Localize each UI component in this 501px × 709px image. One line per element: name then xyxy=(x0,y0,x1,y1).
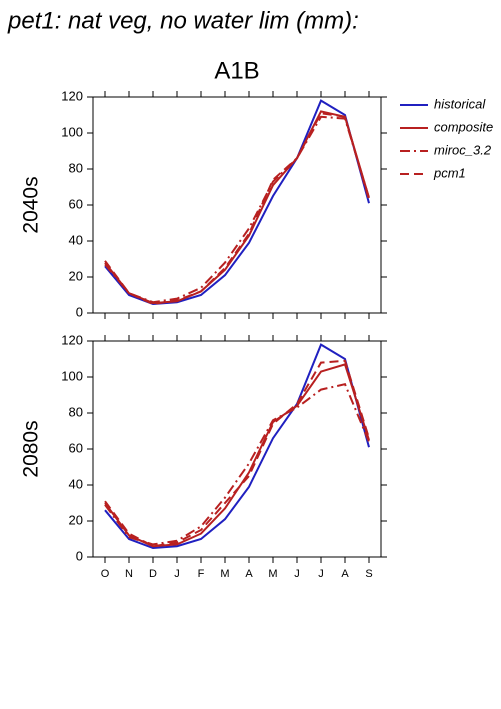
series-line xyxy=(104,99,370,306)
series-line xyxy=(104,343,370,550)
y-tick-label: 40 xyxy=(69,232,83,247)
y-tick-label: 0 xyxy=(76,304,83,319)
y-tick-label: 60 xyxy=(69,440,83,455)
y-tick-label: 40 xyxy=(69,476,83,491)
plot-frame xyxy=(92,96,382,314)
x-tick-label: S xyxy=(365,568,372,580)
y-axis-label: 2040s xyxy=(20,176,43,233)
x-tick-label: N xyxy=(125,568,133,580)
x-tick-label: F xyxy=(198,568,205,580)
series-line xyxy=(104,115,370,304)
legend-label: pcm1 xyxy=(433,165,466,180)
y-tick-label: 120 xyxy=(61,332,83,347)
x-tick-label: M xyxy=(220,568,229,580)
x-tick-label: D xyxy=(149,568,157,580)
y-tick-label: 20 xyxy=(69,268,83,283)
legend-label: historical xyxy=(434,96,486,111)
chart-subtitle: A1B xyxy=(214,57,259,84)
y-tick-label: 0 xyxy=(76,548,83,563)
series-line xyxy=(104,112,370,306)
plot-frame xyxy=(92,340,382,558)
x-tick-label: O xyxy=(101,568,110,580)
x-tick-label: J xyxy=(318,568,324,580)
y-tick-label: 100 xyxy=(61,124,83,139)
series-line xyxy=(104,359,370,548)
y-tick-label: 80 xyxy=(69,404,83,419)
series-line xyxy=(104,363,370,548)
chart-title: pet1: nat veg, no water lim (mm): xyxy=(7,7,359,34)
x-tick-label: A xyxy=(245,568,253,580)
x-tick-label: A xyxy=(341,568,349,580)
x-tick-label: J xyxy=(294,568,300,580)
y-tick-label: 80 xyxy=(69,160,83,175)
y-tick-label: 120 xyxy=(61,88,83,103)
y-axis-label: 2080s xyxy=(20,420,43,477)
x-tick-label: M xyxy=(268,568,277,580)
legend-label: miroc_3.2 xyxy=(434,142,492,157)
legend-label: composite xyxy=(434,119,493,134)
series-line xyxy=(104,110,370,305)
y-tick-label: 100 xyxy=(61,368,83,383)
y-tick-label: 20 xyxy=(69,512,83,527)
y-tick-label: 60 xyxy=(69,196,83,211)
series-line xyxy=(104,383,370,546)
x-tick-label: J xyxy=(174,568,180,580)
